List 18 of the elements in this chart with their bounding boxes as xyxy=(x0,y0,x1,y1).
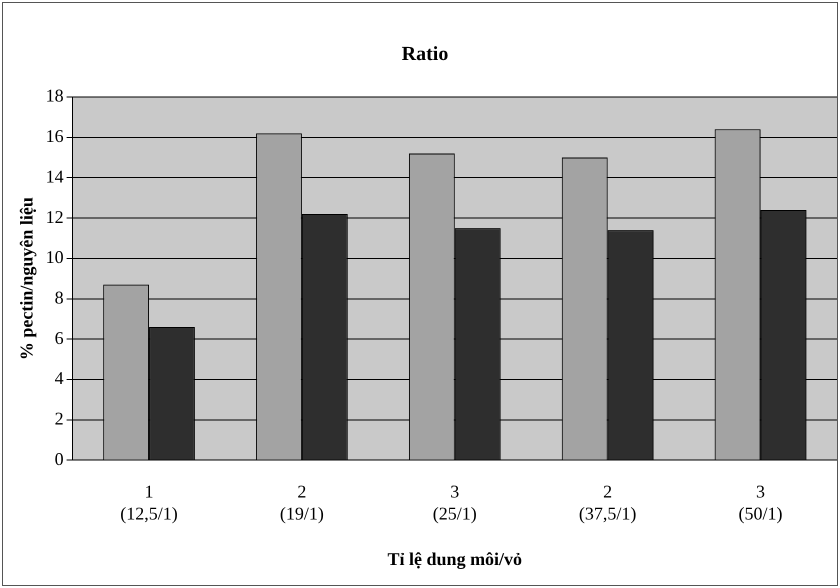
x-tick-label: 3 (50/1) xyxy=(738,482,783,524)
x-tick-label: 2 (37,5/1) xyxy=(578,482,636,524)
x-axis-title: Tỉ lệ dung môi/vỏ xyxy=(388,548,522,569)
y-tick-label: 0 xyxy=(54,448,64,469)
chart-title: Ratio xyxy=(402,43,448,66)
y-tick-label: 18 xyxy=(46,86,64,106)
y-tick-label: 4 xyxy=(54,368,64,388)
y-axis-title: % pectin/nguyên liệu xyxy=(16,197,36,360)
y-tick-label: 14 xyxy=(46,166,64,186)
y-tick-label: 6 xyxy=(54,328,64,348)
y-tick-label: 12 xyxy=(46,206,64,227)
y-tick-label: 10 xyxy=(46,247,64,268)
y-tick-label: 8 xyxy=(54,288,64,308)
y-tick-label: 2 xyxy=(54,408,64,429)
x-tick-label: 2 (19/1) xyxy=(280,482,324,524)
x-tick-label: 1 (12,5/1) xyxy=(120,482,178,524)
x-tick-label: 3 (25/1) xyxy=(432,482,477,524)
y-tick-label: 16 xyxy=(46,126,64,146)
